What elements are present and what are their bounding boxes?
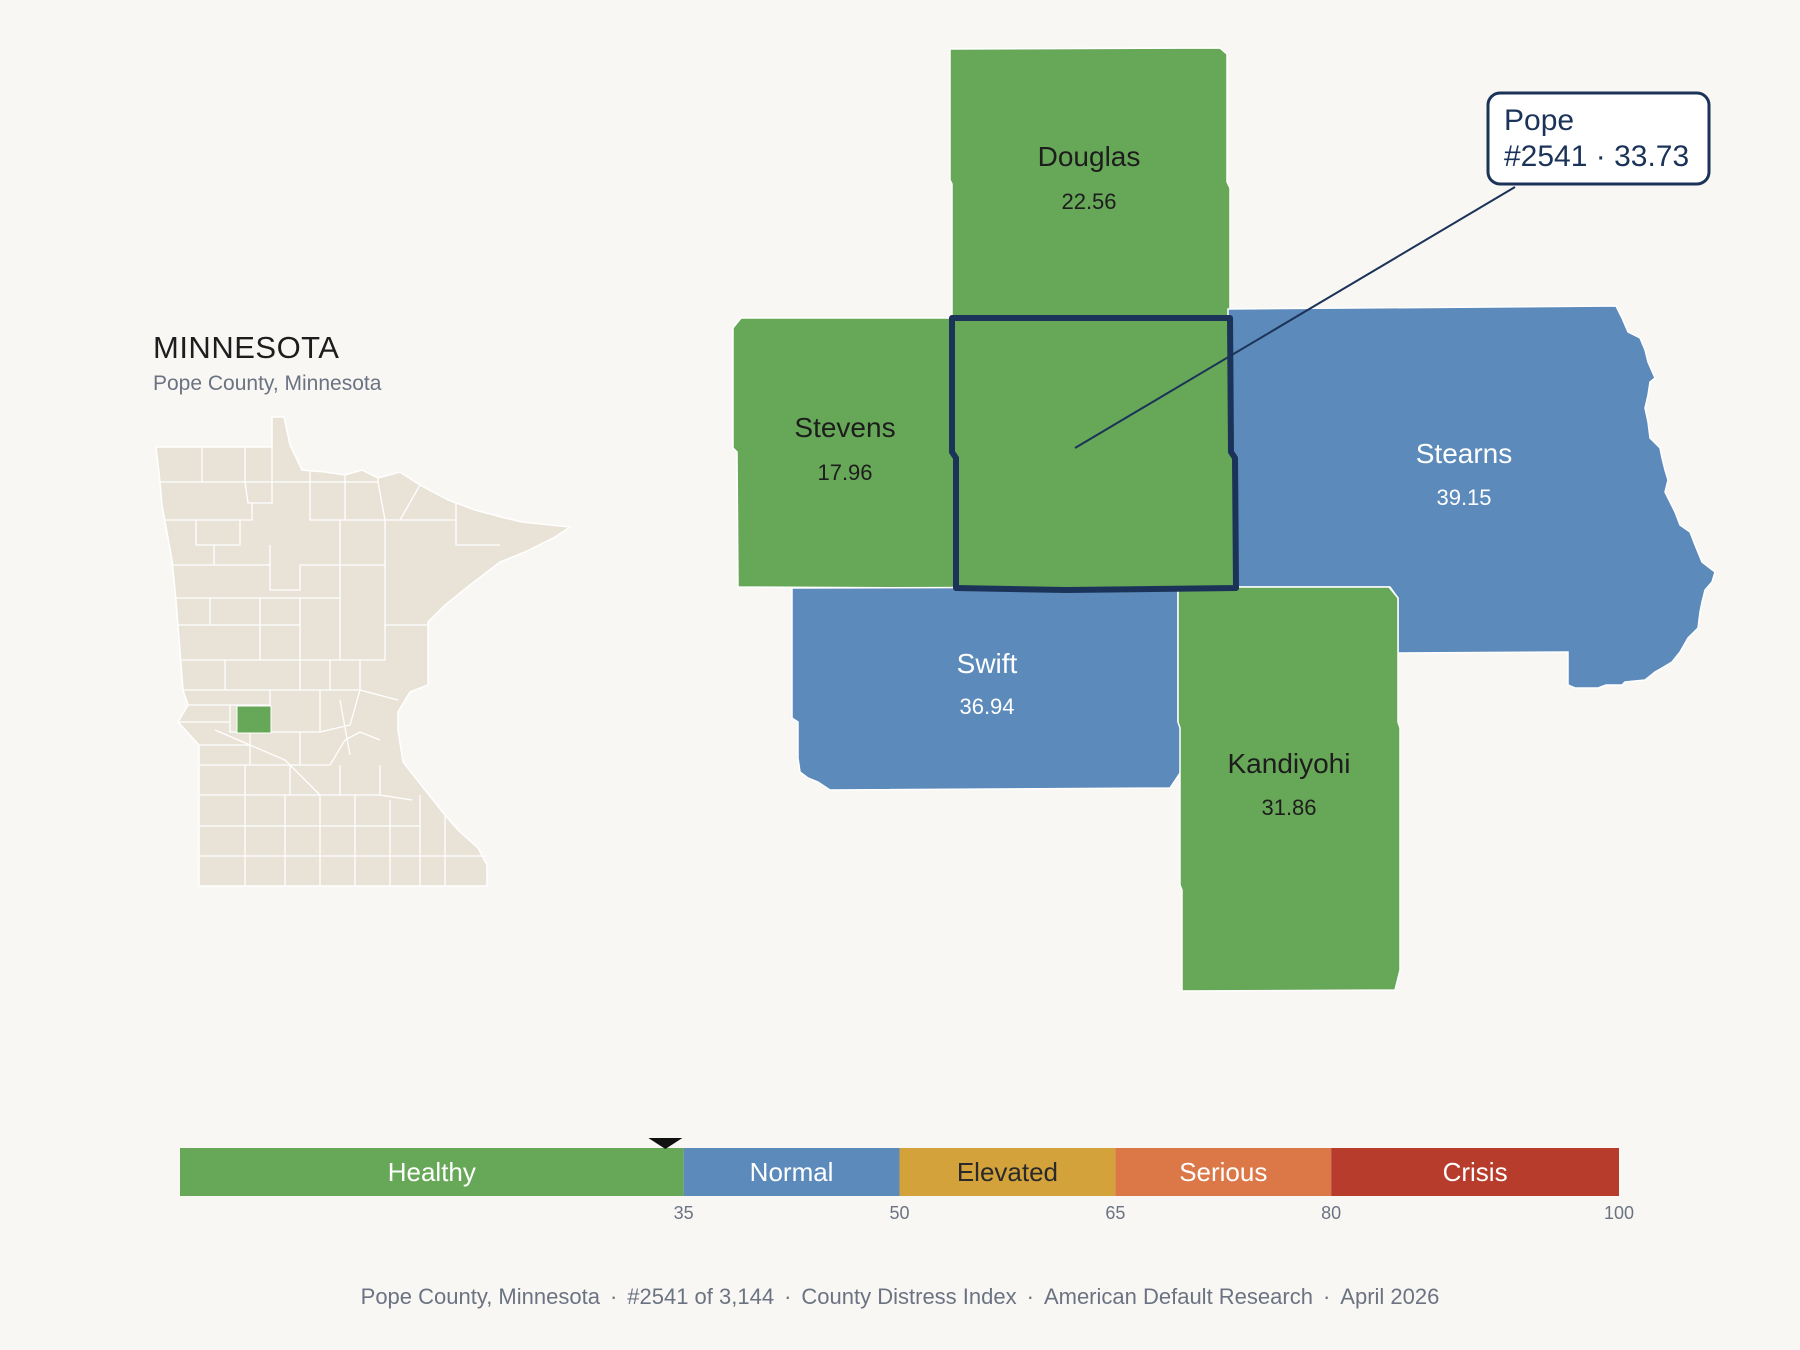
scale-tick-100: 100 xyxy=(1604,1203,1634,1223)
county-label-swift-name: Swift xyxy=(957,648,1018,679)
county-stevens[interactable] xyxy=(732,317,957,589)
county-label-swift-value: 36.94 xyxy=(959,694,1014,719)
county-label-stevens-value: 17.96 xyxy=(817,460,872,485)
footer-date: April 2026 xyxy=(1340,1284,1440,1309)
scale-band-healthy xyxy=(180,1148,684,1196)
county-labels: Douglas 22.56 Stevens 17.96 Stearns 39.1… xyxy=(794,141,1512,820)
footer-separator: · xyxy=(1322,1284,1331,1309)
county-map xyxy=(732,47,1716,992)
scale-band-elevated xyxy=(899,1148,1116,1196)
callout-county-name: Pope xyxy=(1504,104,1574,137)
county-label-stearns-name: Stearns xyxy=(1416,438,1513,469)
county-label-kandiyohi-value: 31.86 xyxy=(1261,795,1316,820)
pope-county-inset-highlight xyxy=(236,705,272,734)
footer-separator: · xyxy=(1026,1284,1034,1309)
scale-tick-65: 65 xyxy=(1105,1203,1125,1223)
footer: Pope County, Minnesota · #2541 of 3,144 · Co… xyxy=(0,1284,1800,1310)
county-pope[interactable] xyxy=(949,315,1239,593)
minnesota-state-shape xyxy=(155,416,573,887)
callout-rank-score: #2541 · 33.73 xyxy=(1504,140,1689,173)
county-label-douglas-value: 22.56 xyxy=(1061,189,1116,214)
state-title: MINNESOTA xyxy=(153,330,340,365)
footer-index: County Distress Index xyxy=(801,1284,1017,1309)
callout-box xyxy=(1486,91,1711,186)
scale-band-label-elevated: Elevated xyxy=(957,1157,1058,1187)
county-label-kandiyohi-name: Kandiyohi xyxy=(1228,748,1351,779)
county-swift[interactable] xyxy=(791,586,1183,791)
footer-location: Pope County, Minnesota xyxy=(360,1284,600,1309)
scale-marker-icon xyxy=(648,1138,683,1149)
footer-separator: · xyxy=(784,1284,792,1309)
footer-source: American Default Research xyxy=(1043,1284,1313,1309)
county-label-stevens-name: Stevens xyxy=(794,412,895,443)
state-subtitle: Pope County, Minnesota xyxy=(153,372,382,395)
distress-scale-legend: Healthy Normal Elevated Serious Crisis 35 50 65… xyxy=(180,1138,1634,1223)
scale-band-normal xyxy=(683,1148,900,1196)
county-label-douglas-name: Douglas xyxy=(1038,141,1141,172)
scale-tick-80: 80 xyxy=(1321,1203,1341,1223)
county-label-stearns-value: 39.15 xyxy=(1436,485,1491,510)
county-stearns[interactable] xyxy=(1227,305,1716,689)
scale-tick-50: 50 xyxy=(889,1203,909,1223)
pope-callout: Pope #2541 · 33.73 xyxy=(1074,91,1711,449)
scale-band-label-healthy: Healthy xyxy=(388,1157,476,1187)
scale-band-serious xyxy=(1115,1148,1332,1196)
scale-band-label-crisis: Crisis xyxy=(1443,1157,1508,1187)
scale-band-label-normal: Normal xyxy=(750,1157,834,1187)
scale-tick-35: 35 xyxy=(674,1203,694,1223)
callout-leader-line xyxy=(1074,186,1516,449)
county-kandiyohi[interactable] xyxy=(1177,586,1401,992)
county-douglas[interactable] xyxy=(949,47,1231,319)
scale-band-label-serious: Serious xyxy=(1179,1157,1267,1187)
footer-separator: · xyxy=(609,1284,618,1309)
minnesota-inset-map xyxy=(155,416,573,887)
footer-rank: #2541 of 3,144 xyxy=(627,1284,775,1309)
scale-band-crisis xyxy=(1331,1148,1619,1196)
